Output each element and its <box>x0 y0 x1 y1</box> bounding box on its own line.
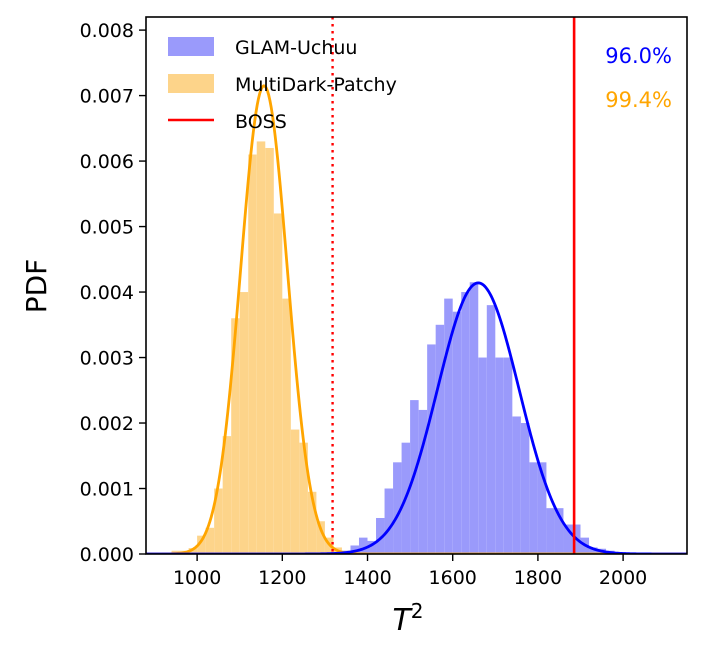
x-axis-label-base: T <box>392 603 413 638</box>
histogram-bar-multidark-patchy <box>265 147 274 554</box>
x-tick-label: 1000 <box>173 567 221 589</box>
x-tick-label: 1600 <box>429 567 477 589</box>
histogram-bar-glam-uchuu <box>478 357 487 554</box>
histogram-bar-multidark-patchy <box>316 521 325 554</box>
histogram-bar-glam-uchuu <box>367 540 377 554</box>
histogram-bar-multidark-patchy <box>307 491 317 554</box>
histogram-bar-glam-uchuu <box>563 524 572 554</box>
histogram-bar-multidark-patchy <box>231 318 240 554</box>
legend-label-glam-uchuu: GLAM-Uchuu <box>235 37 357 59</box>
x-tick-label: 1400 <box>343 567 391 589</box>
histogram-bar-glam-uchuu <box>503 357 513 554</box>
y-tick-label: 0.000 <box>80 544 134 566</box>
histogram-bar-glam-uchuu <box>512 416 521 554</box>
annotation-glam-uchuu-percent: 96.0% <box>605 44 672 68</box>
histogram-layer <box>171 141 632 554</box>
x-tick-label: 1800 <box>514 567 562 589</box>
histogram-bar-multidark-patchy <box>222 436 232 554</box>
histogram-bar-multidark-patchy <box>290 429 300 554</box>
histogram-bar-multidark-patchy <box>197 535 206 554</box>
histogram-bar-glam-uchuu <box>554 508 564 554</box>
y-axis-label: PDF <box>20 259 53 314</box>
histogram-bar-glam-uchuu <box>427 344 436 554</box>
y-tick-label: 0.006 <box>80 151 134 173</box>
histogram-bar-glam-uchuu <box>452 311 462 554</box>
y-tick-label: 0.005 <box>80 217 134 239</box>
histogram-bar-multidark-patchy <box>282 298 291 554</box>
legend-label-boss: BOSS <box>235 111 287 133</box>
y-tick-label: 0.008 <box>80 20 134 42</box>
annotation-multidark-patchy-percent: 99.4% <box>605 88 672 112</box>
histogram-bar-multidark-patchy <box>273 213 283 554</box>
histogram-bar-glam-uchuu <box>486 305 496 554</box>
legend-swatch-multidark-patchy <box>168 74 214 93</box>
histogram-bar-glam-uchuu <box>469 282 479 554</box>
histogram-bar-multidark-patchy <box>256 141 266 554</box>
histogram-bar-glam-uchuu <box>537 462 547 554</box>
y-tick-label: 0.003 <box>80 348 134 370</box>
histogram-bar-multidark-patchy <box>239 292 249 554</box>
histogram-bar-glam-uchuu <box>418 409 428 554</box>
fit-curve-multidark-patchy <box>146 84 687 554</box>
reference-line-layer <box>331 17 576 554</box>
legend-swatch-glam-uchuu <box>168 37 214 56</box>
histogram-bar-glam-uchuu <box>589 547 598 554</box>
histogram-bar-glam-uchuu <box>461 292 470 554</box>
legend: GLAM-Uchuu MultiDark-Patchy BOSS <box>168 37 397 133</box>
histogram-bar-multidark-patchy <box>214 488 223 554</box>
fit-curve-layer <box>146 84 687 554</box>
x-axis-ticks: 1000 1200 1400 1600 1800 2000 <box>173 554 647 589</box>
histogram-bar-glam-uchuu <box>358 537 368 554</box>
y-tick-label: 0.007 <box>80 86 134 108</box>
plot-frame <box>145 16 688 555</box>
histogram-bar-glam-uchuu <box>376 517 385 554</box>
x-axis-label-superscript: 2 <box>411 599 424 623</box>
histogram-bar-multidark-patchy <box>299 442 308 554</box>
histogram-bar-glam-uchuu <box>393 462 402 554</box>
legend-label-multidark-patchy: MultiDark-Patchy <box>235 74 397 96</box>
histogram-bar-glam-uchuu <box>384 488 394 554</box>
histogram-bar-glam-uchuu <box>546 508 555 554</box>
x-tick-label: 1200 <box>258 567 306 589</box>
histogram-bar-glam-uchuu <box>520 423 530 554</box>
y-tick-label: 0.002 <box>80 413 134 435</box>
y-tick-label: 0.004 <box>80 282 134 304</box>
histogram-bar-multidark-patchy <box>205 527 215 554</box>
fit-curve-glam-uchuu <box>146 281 687 554</box>
y-axis-ticks: 0.000 0.001 0.002 0.003 0.004 0.005 0.006 0.007… <box>80 20 146 566</box>
x-tick-label: 2000 <box>599 567 647 589</box>
histogram-bar-multidark-patchy <box>188 548 198 554</box>
histogram-bar-glam-uchuu <box>444 298 453 554</box>
y-tick-label: 0.001 <box>80 479 134 501</box>
histogram-bar-multidark-patchy <box>248 154 257 554</box>
x-axis-label: T2 <box>392 599 423 638</box>
histogram-bar-glam-uchuu <box>435 324 445 554</box>
histogram-bar-glam-uchuu <box>529 462 538 554</box>
histogram-bar-glam-uchuu <box>495 357 504 554</box>
